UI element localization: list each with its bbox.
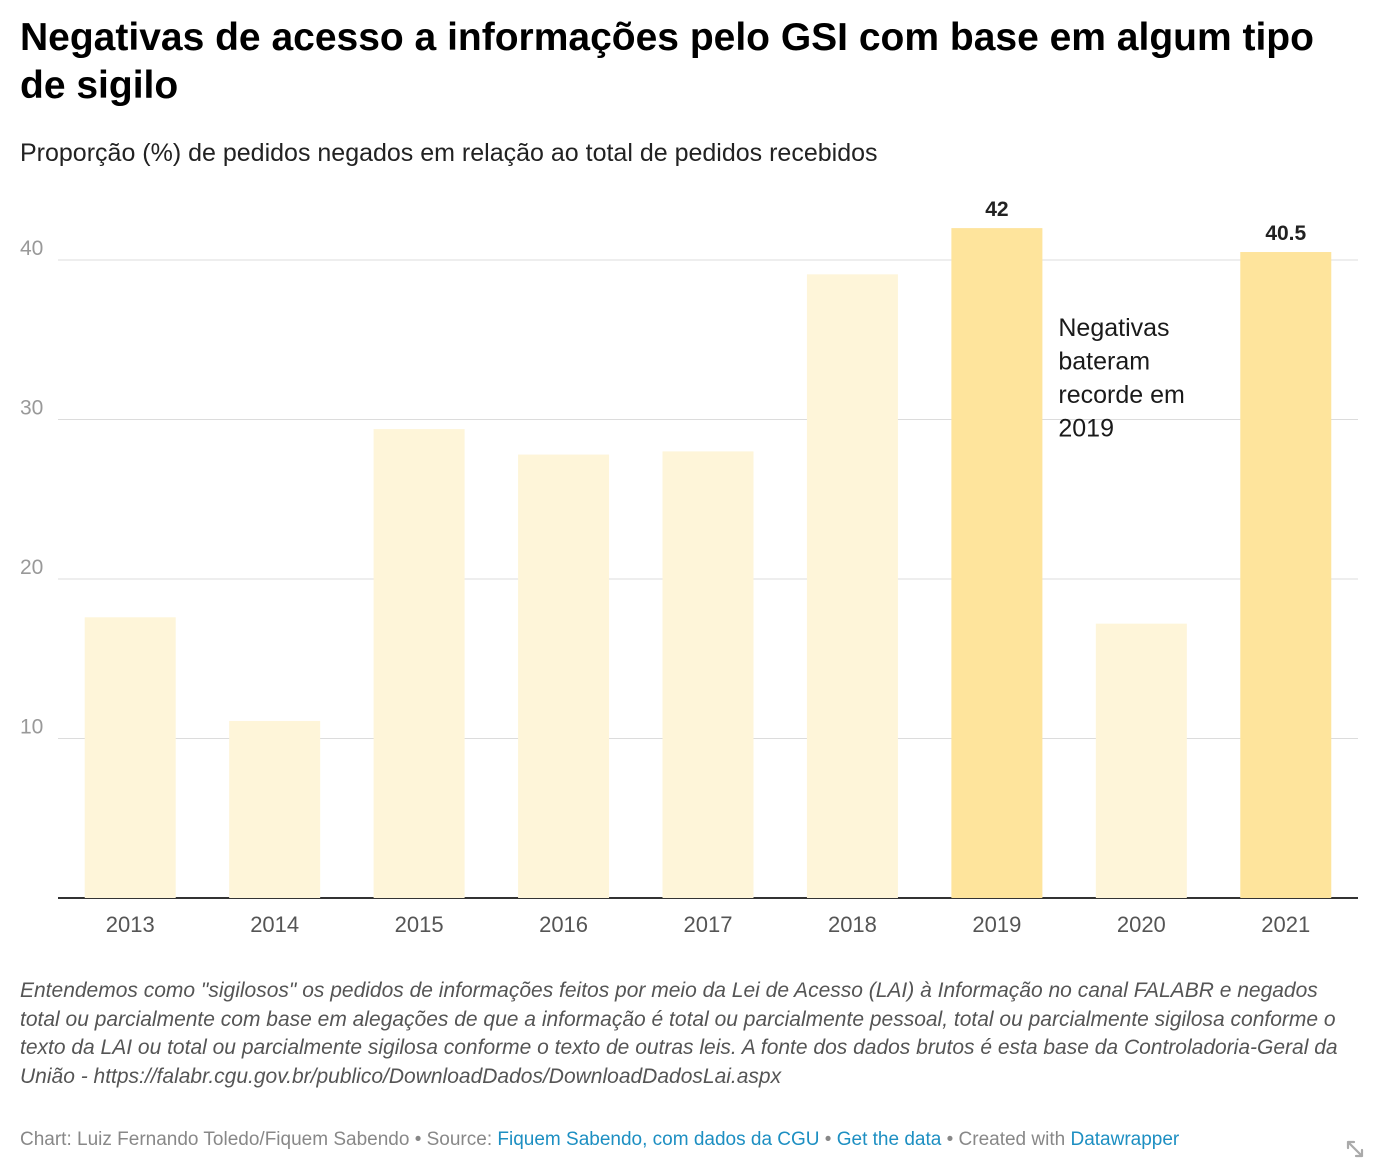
bar-2021[interactable] (1240, 252, 1332, 898)
source-label: Source: (426, 1129, 493, 1150)
bar-chart: 10 20 30 40 2013 2014 2015 2016 2017 2018 2019 202… (20, 198, 1358, 937)
footer-separator: • (824, 1129, 832, 1150)
chart-title: Negativas de acesso a informações pelo G… (20, 16, 1314, 107)
x-tick-label-2021: 2021 (1261, 912, 1310, 937)
bar-2017[interactable] (662, 451, 754, 898)
data-label-2019: 42 (985, 198, 1008, 221)
chart-footer: Chart: Luiz Fernando Toledo/Fiquem Saben… (20, 1127, 1179, 1153)
footer-separator: • (946, 1129, 954, 1150)
created-with-label: Created with (958, 1129, 1066, 1150)
data-label-2021: 40.5 (1265, 222, 1306, 245)
resize-icon[interactable] (1344, 1138, 1366, 1160)
y-tick-label-10: 10 (20, 716, 43, 739)
x-tick-label-2020: 2020 (1117, 912, 1166, 937)
y-tick-label-40: 40 (20, 237, 43, 260)
y-tick-label-20: 20 (20, 556, 43, 579)
bars (84, 228, 1332, 899)
bar-2015[interactable] (373, 429, 465, 898)
bar-2018[interactable] (806, 274, 898, 899)
chart-subtitle: Proporção (%) de pedidos negados em rela… (20, 139, 878, 167)
x-tick-label-2014: 2014 (250, 912, 299, 937)
chart-notes: Entendemos como "sigilosos" os pedidos d… (20, 979, 1338, 1088)
x-tick-label-2018: 2018 (828, 912, 877, 937)
bar-2013[interactable] (84, 617, 176, 898)
x-tick-label-2019: 2019 (972, 912, 1021, 937)
bar-2020[interactable] (1095, 623, 1187, 898)
bar-2019[interactable] (951, 228, 1043, 899)
bar-2014[interactable] (229, 720, 321, 898)
y-tick-label-30: 30 (20, 397, 43, 420)
chart-credit: Chart: Luiz Fernando Toledo/Fiquem Saben… (20, 1129, 410, 1150)
footer-separator: • (414, 1129, 422, 1150)
annotation-record-2019: Negativas bateram recorde em 2019 (1058, 314, 1184, 443)
labels: 2013 2014 2015 2016 2017 2018 2019 2020 2021 42 40… (106, 198, 1311, 937)
x-tick-label-2015: 2015 (395, 912, 444, 937)
x-tick-label-2013: 2013 (106, 912, 155, 937)
get-the-data-link[interactable]: Get the data (836, 1129, 942, 1150)
x-tick-label-2017: 2017 (684, 912, 733, 937)
datawrapper-link[interactable]: Datawrapper (1070, 1129, 1180, 1150)
bar-2016[interactable] (518, 454, 610, 898)
source-link[interactable]: Fiquem Sabendo, com dados da CGU (497, 1129, 820, 1150)
x-tick-label-2016: 2016 (539, 912, 588, 937)
